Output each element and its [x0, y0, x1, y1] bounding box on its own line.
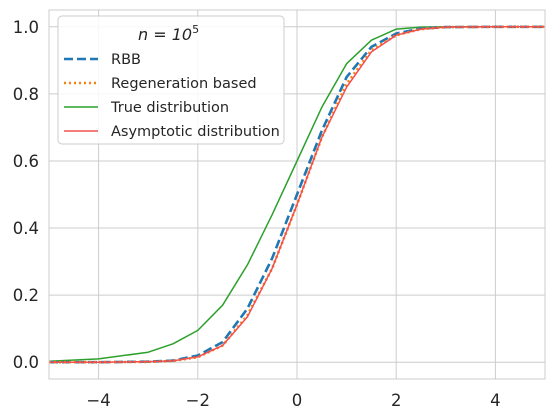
y-tick-label: 0.2 [13, 286, 39, 305]
y-tick-label: 0.4 [13, 219, 39, 238]
legend: n = 105 RBB Regeneration based True distri… [57, 15, 285, 145]
legend-title-exponent: 5 [192, 23, 199, 36]
y-tick-label: 0.0 [13, 353, 39, 372]
plot-frame [48, 9, 546, 380]
legend-box [57, 15, 285, 145]
legend-label: RBB [111, 52, 141, 68]
legend-label: Asymptotic distribution [111, 124, 280, 140]
legend-label: Regeneration based [111, 76, 257, 92]
y-tick-label: 0.6 [13, 152, 39, 171]
x-tick-label: 2 [391, 391, 402, 410]
y-axis: 0.0 0.2 0.4 0.6 0.8 1.0 [13, 18, 39, 372]
legend-label: True distribution [110, 100, 229, 116]
series-layer [48, 25, 545, 364]
y-tick-label: 1.0 [13, 18, 39, 37]
legend-title-base: n = 10 [138, 25, 192, 44]
y-tick-label: 0.8 [13, 85, 39, 104]
x-tick-label: −2 [186, 391, 210, 410]
x-tick-label: −4 [86, 391, 110, 410]
legend-entries: RBB Regeneration based True distribution As… [64, 52, 280, 140]
legend-title: n = 105 [138, 23, 199, 44]
x-tick-label: 0 [292, 391, 303, 410]
x-tick-label: 4 [490, 391, 501, 410]
x-axis: −4 −2 0 2 4 [86, 391, 500, 410]
series-line-asymptotic-distribution [49, 26, 545, 363]
